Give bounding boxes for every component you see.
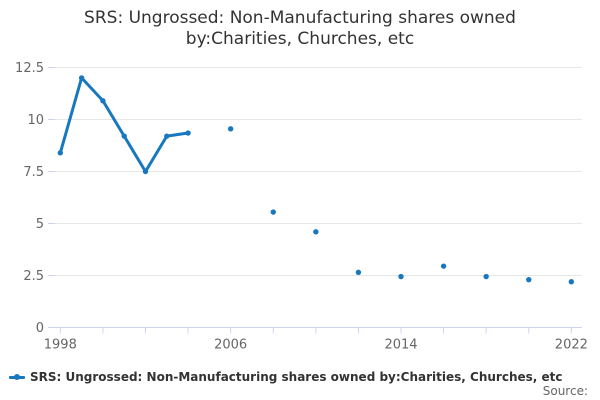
- x-axis-label: 2022: [555, 338, 588, 353]
- legend-item[interactable]: SRS: Ungrossed: Non-Manufacturing shares…: [9, 369, 563, 385]
- y-axis-label: 2.5: [23, 269, 44, 284]
- series-line-segment: [80, 76, 105, 103]
- x-axis-label: 2006: [214, 338, 247, 353]
- source-note: Source:: [542, 384, 588, 398]
- data-point[interactable]: [185, 130, 191, 136]
- data-point[interactable]: [78, 75, 85, 81]
- data-point[interactable]: [440, 263, 447, 269]
- series-line-segment: [143, 134, 169, 173]
- data-point[interactable]: [270, 209, 276, 215]
- data-point[interactable]: [121, 133, 127, 139]
- data-point[interactable]: [313, 229, 319, 235]
- data-point[interactable]: [526, 276, 532, 283]
- y-axis-label: 7.5: [23, 165, 44, 180]
- y-axis-label: 0: [36, 321, 44, 336]
- data-point[interactable]: [568, 279, 575, 285]
- data-point[interactable]: [142, 168, 149, 175]
- series-line-segment: [165, 131, 190, 138]
- data-point[interactable]: [355, 269, 362, 276]
- legend-series-marker-icon: [9, 369, 25, 385]
- chart-title: SRS: Ungrossed: Non-Manufacturing shares…: [84, 8, 516, 49]
- y-axis-label: 12.5: [15, 61, 44, 76]
- series-line-segment: [58, 76, 84, 155]
- y-axis-label: 10: [27, 113, 44, 128]
- x-axis-label: 1998: [44, 338, 77, 353]
- legend-series-label: SRS: Ungrossed: Non-Manufacturing shares…: [30, 370, 563, 384]
- x-axis-label: 2014: [384, 338, 417, 353]
- data-point[interactable]: [483, 273, 489, 280]
- data-point[interactable]: [227, 126, 234, 132]
- series-line-segment: [122, 134, 147, 173]
- data-point[interactable]: [164, 133, 170, 139]
- data-point[interactable]: [100, 98, 106, 104]
- data-point[interactable]: [398, 273, 404, 280]
- y-axis-label: 5: [36, 217, 44, 232]
- data-point[interactable]: [57, 150, 64, 156]
- series-line-segment: [101, 99, 126, 138]
